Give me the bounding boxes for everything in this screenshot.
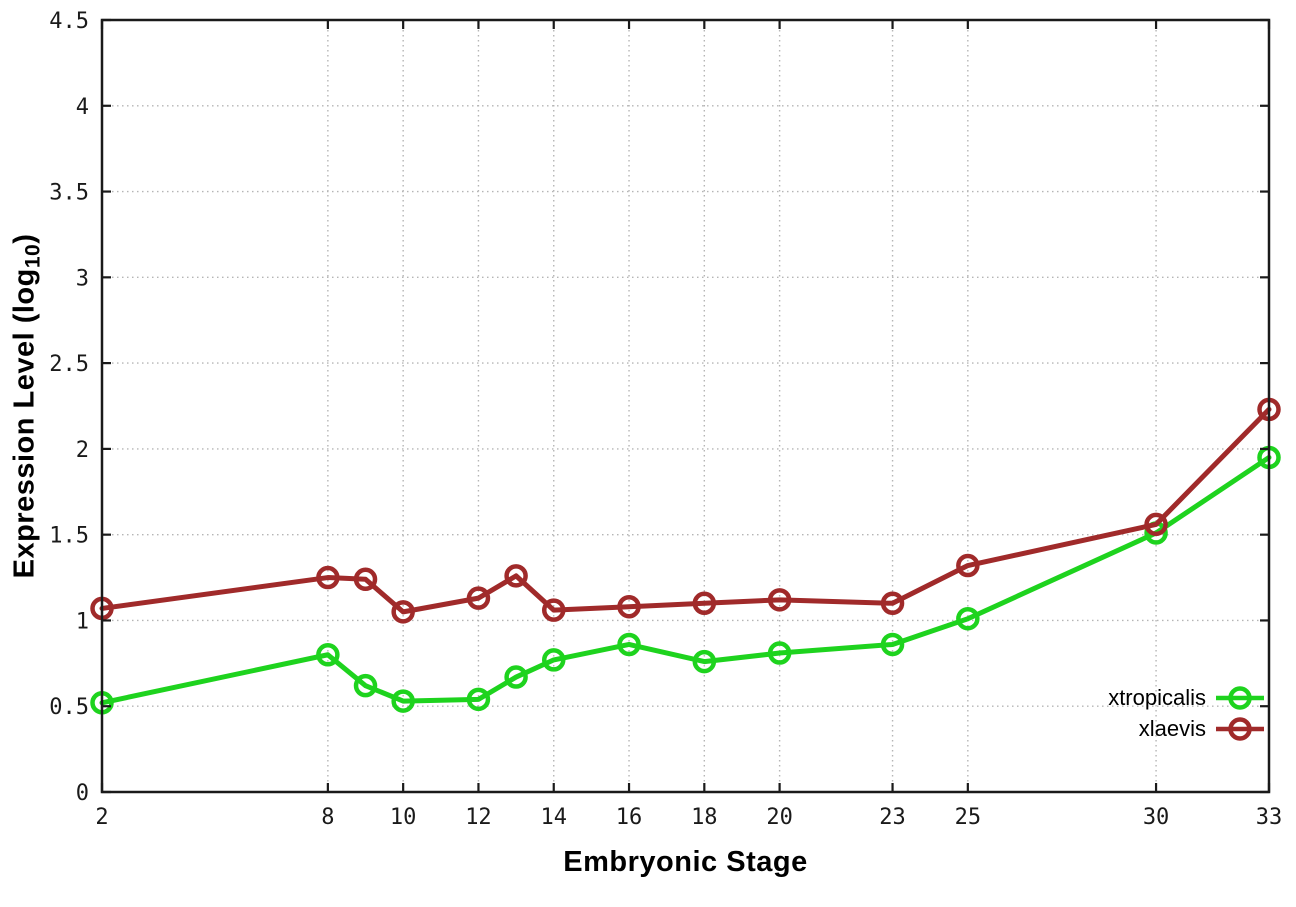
x-tick-label: 16	[616, 805, 643, 830]
x-tick-label: 20	[766, 805, 793, 830]
y-tick-label: 3.5	[49, 181, 89, 206]
legend-item-xlaevis: xlaevis	[1139, 714, 1264, 743]
xtropicalis-line-marker-icon	[1216, 684, 1264, 712]
xtropicalis-data-point	[956, 606, 980, 631]
xlaevis-data-point	[956, 553, 980, 578]
xlaevis-line-marker-icon	[1216, 715, 1264, 743]
y-tick-label: 1	[76, 609, 89, 634]
xtropicalis-line	[99, 454, 1272, 706]
y-tick-label: 0.5	[49, 695, 89, 720]
x-tick-label: 2	[95, 805, 108, 830]
x-tick-label: 8	[321, 805, 334, 830]
legend-item-xtropicalis: xtropicalis	[1108, 683, 1264, 712]
x-tick-label: 33	[1256, 805, 1283, 830]
y-tick-label: 2	[76, 438, 89, 463]
y-axis-title-subscript: 10	[21, 243, 45, 269]
y-tick-label: 0	[76, 781, 89, 806]
plot-border	[100, 18, 1271, 794]
x-tick-labels: 2 8 10 12 14 16 18 20 23 25 30 33	[95, 805, 1282, 830]
series-xlaevis	[90, 397, 1281, 624]
xtropicalis-data-point	[880, 632, 905, 657]
xlaevis-data-point	[391, 600, 415, 624]
xlaevis-marker-sample	[1216, 716, 1264, 741]
gridlines	[102, 20, 1269, 792]
legend-label-xtropicalis: xtropicalis	[1108, 685, 1206, 710]
x-axis-title: Embryonic Stage	[563, 846, 808, 878]
y-tick-labels: 0 0.5 1 1.5 2 2.5 3 3.5 4 4.5	[49, 9, 89, 806]
legend-sample-point	[1228, 685, 1252, 710]
x-tick-label: 23	[879, 805, 906, 830]
y-axis-title: Expression Level (log10)	[9, 234, 46, 579]
xtropicalis-data-point	[316, 643, 340, 667]
xlaevis-data-point	[353, 567, 378, 592]
xlaevis-data-point	[1144, 512, 1168, 537]
x-tick-label: 18	[691, 805, 718, 830]
y-tick-label: 1.5	[49, 524, 89, 549]
xtropicalis-data-point	[466, 687, 491, 712]
xtropicalis-data-point	[353, 673, 378, 698]
xlaevis-data-point	[504, 564, 528, 588]
legend: xtropicalis xlaevis	[1108, 683, 1264, 743]
tick-marks	[100, 18, 1271, 794]
xtropicalis-marker-sample	[1216, 685, 1264, 710]
xlaevis-line	[99, 406, 1272, 615]
xlaevis-data-point	[692, 591, 717, 616]
y-tick-label: 2.5	[49, 352, 89, 377]
xlaevis-data-point	[617, 594, 641, 619]
x-tick-label: 14	[540, 805, 567, 830]
legend-sample-point	[1228, 716, 1252, 741]
y-axis-title-suffix: )	[8, 233, 41, 244]
y-tick-label: 3	[76, 266, 89, 291]
xtropicalis-data-point	[504, 665, 528, 689]
xtropicalis-data-point	[617, 632, 641, 657]
x-tick-label: 25	[955, 805, 982, 830]
series-xtropicalis	[90, 445, 1281, 715]
y-tick-label: 4	[76, 95, 89, 120]
xtropicalis-data-point	[541, 648, 566, 672]
x-tick-label: 12	[465, 805, 492, 830]
y-tick-label: 4.5	[49, 9, 89, 34]
xlaevis-data-point	[316, 565, 340, 590]
x-tick-label: 10	[390, 805, 417, 830]
xlaevis-data-point	[541, 598, 566, 622]
xtropicalis-data-point	[391, 689, 415, 713]
y-axis-title-text: Expression Level (log	[8, 268, 41, 579]
x-tick-label: 30	[1143, 805, 1170, 830]
xlaevis-data-point	[466, 586, 491, 610]
xtropicalis-data-point	[692, 649, 717, 674]
xlaevis-data-point	[767, 588, 792, 612]
xtropicalis-data-point	[767, 641, 792, 665]
xlaevis-data-point	[880, 591, 905, 616]
legend-label-xlaevis: xlaevis	[1138, 716, 1206, 741]
